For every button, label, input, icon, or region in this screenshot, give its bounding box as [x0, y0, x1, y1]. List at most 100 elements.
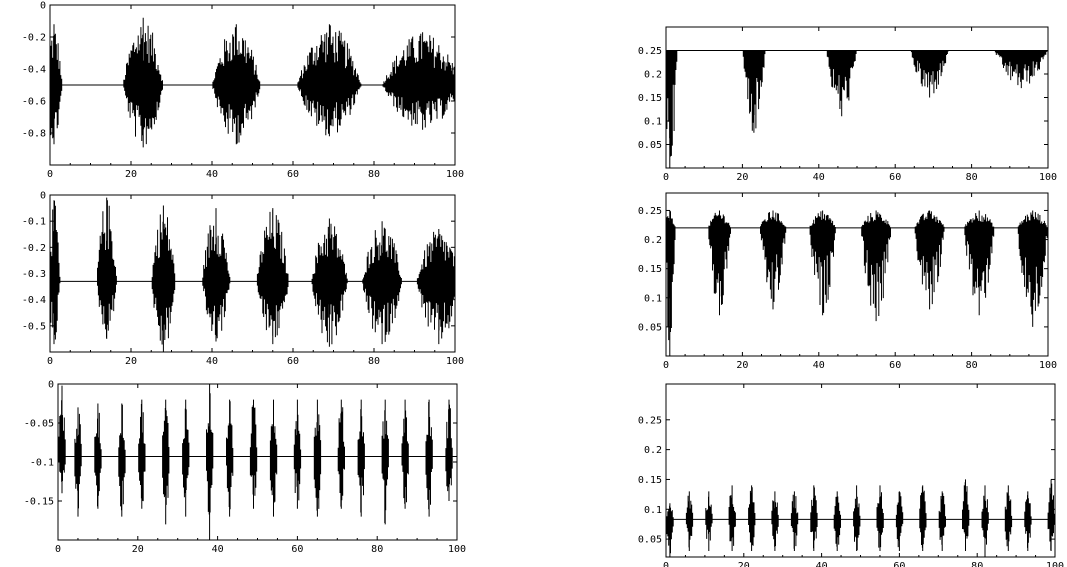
x-tick-label: 0 [55, 544, 61, 555]
oscillation-burst-2 [97, 197, 117, 339]
oscillation-burst-4 [809, 210, 836, 316]
x-tick-label: 60 [287, 356, 299, 367]
oscillation-burst-16 [981, 485, 989, 557]
oscillation-burst-4 [297, 24, 362, 137]
y-tick-label: 0.1 [644, 117, 662, 128]
oscillation-burst-5 [256, 208, 290, 345]
x-tick-label: 80 [368, 169, 380, 180]
x-tick-label: 40 [206, 356, 218, 367]
y-tick-label: 0.25 [638, 415, 662, 426]
x-tick-label: 60 [893, 561, 905, 567]
oscillation-burst-6 [162, 399, 170, 525]
oscillation-burst-10 [853, 485, 861, 551]
oscillation-burst-1 [49, 200, 61, 345]
oscillation-burst-3 [705, 491, 713, 551]
y-tick-label: 0.25 [638, 46, 662, 57]
y-tick-label: 0.2 [644, 70, 662, 81]
panel-right-2: 0 20 40 60 80 100 0.05 0.1 0.15 0.2 0.25 [638, 192, 1057, 371]
oscillation-burst-7 [362, 221, 403, 345]
x-tick-label: 20 [132, 544, 144, 555]
oscillation-burst-4 [202, 208, 231, 342]
panel-left-2: 0 20 40 60 80 100 0 -0.1 -0.2 -0.3 -0.4 -0.5 [22, 191, 464, 368]
x-tick-label: 60 [291, 544, 303, 555]
oscillation-burst-9 [833, 491, 841, 551]
x-tick-label: 20 [736, 360, 748, 371]
oscillation-burst-4 [728, 485, 736, 551]
x-tick-label: 80 [966, 360, 978, 371]
x-tick-label: 0 [47, 356, 53, 367]
oscillation-burst-3 [760, 210, 787, 310]
oscillation-burst-5 [748, 485, 756, 551]
oscillation-burst-1 [665, 50, 678, 168]
oscillation-burst-1 [665, 210, 676, 356]
x-tick-label: 60 [889, 360, 901, 371]
y-tick-label: -0.4 [22, 295, 46, 306]
oscillation-burst-7 [964, 210, 995, 316]
y-tick-label: 0 [40, 1, 46, 12]
y-tick-label: -0.2 [22, 243, 46, 254]
oscillation-burst-16 [381, 399, 389, 525]
y-tick-label: 0.05 [638, 322, 662, 333]
oscillation-burst-14 [938, 491, 946, 551]
oscillation-burst-8 [416, 229, 455, 345]
y-tick-label: 0 [48, 380, 54, 391]
x-tick-label: 0 [663, 360, 669, 371]
y-tick-label: 0.15 [638, 264, 662, 275]
oscillation-burst-8 [206, 384, 214, 540]
oscillation-burst-15 [357, 399, 365, 517]
oscillation-burst-2 [742, 50, 766, 133]
oscillation-burst-2 [708, 210, 731, 316]
y-tick-label: 0.1 [644, 293, 662, 304]
oscillation-burst-7 [182, 399, 190, 517]
x-tick-label: 100 [1039, 360, 1057, 371]
y-tick-label: 0.15 [638, 475, 662, 486]
oscillation-burst-5 [994, 50, 1049, 89]
oscillation-burst-1 [49, 24, 63, 145]
oscillation-burst-11 [269, 399, 278, 517]
x-tick-label: 0 [663, 561, 669, 567]
oscillation-burst-15 [962, 479, 970, 551]
plot-frame [665, 26, 1049, 169]
y-tick-label: -0.1 [30, 458, 54, 469]
y-tick-label: 0.25 [638, 206, 662, 217]
y-tick-label: 0.1 [644, 505, 662, 516]
x-tick-label: 100 [448, 544, 466, 555]
x-tick-label: 20 [125, 169, 137, 180]
oscillation-burst-12 [293, 399, 302, 509]
oscillation-burst-17 [1004, 485, 1013, 551]
oscillation-burst-3 [151, 205, 176, 352]
oscillation-burst-13 [313, 399, 322, 517]
oscillation-burst-2 [685, 491, 694, 551]
panel-left-1: 0 20 40 60 80 100 0 -0.2 -0.4 -0.6 -0.8 [22, 1, 464, 181]
oscillation-burst-19 [445, 399, 453, 501]
oscillation-burst-6 [771, 491, 779, 551]
oscillation-burst-12 [895, 491, 904, 551]
oscillation-burst-3 [94, 403, 102, 509]
y-tick-label: 0.05 [638, 140, 662, 151]
oscillation-burst-3 [212, 24, 261, 145]
plot-frame [57, 383, 458, 541]
oscillation-burst-1 [58, 385, 66, 494]
oscillation-burst-6 [311, 218, 348, 347]
oscillation-burst-2 [123, 17, 163, 148]
oscillation-burst-4 [910, 50, 949, 98]
y-tick-label: -0.4 [22, 65, 46, 76]
x-tick-label: 100 [1046, 561, 1064, 567]
panel-right-3: 0 20 40 60 80 100 0.05 0.1 0.15 0.2 0.25 [638, 383, 1064, 567]
oscillation-burst-14 [337, 399, 345, 509]
oscillation-burst-5 [138, 399, 146, 509]
x-tick-label: 80 [371, 544, 383, 555]
y-tick-label: 0.2 [644, 235, 662, 246]
oscillation-burst-3 [826, 50, 857, 117]
x-tick-label: 80 [368, 356, 380, 367]
y-tick-label: -0.15 [24, 497, 54, 508]
x-tick-label: 100 [1039, 172, 1057, 183]
x-tick-label: 100 [446, 356, 464, 367]
plot-frame [665, 383, 1056, 558]
x-tick-label: 20 [736, 172, 748, 183]
y-tick-label: -0.1 [22, 217, 46, 228]
oscillation-burst-8 [810, 485, 818, 551]
panel-left-3: 0 20 40 60 80 100 0 -0.05 -0.1 -0.15 [24, 380, 466, 556]
x-tick-label: 40 [813, 360, 825, 371]
